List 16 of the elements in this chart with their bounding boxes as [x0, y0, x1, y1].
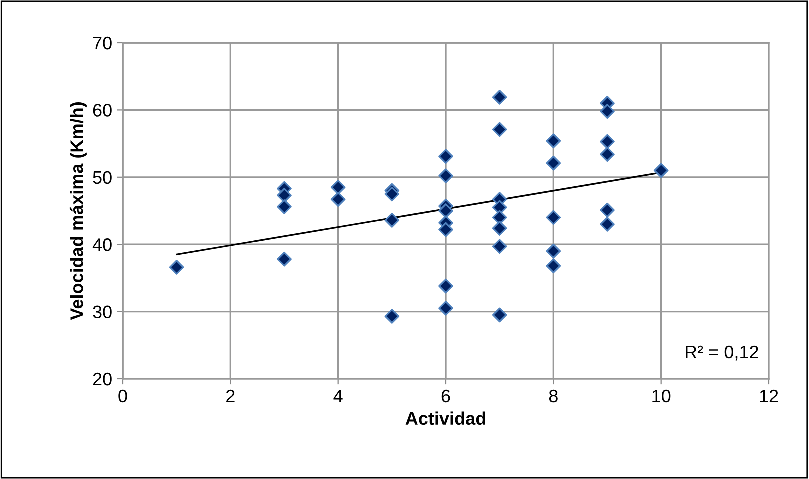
annotation: R² = 0,12 — [686, 346, 758, 361]
x-tick-label: 12 — [760, 390, 778, 402]
x-tick-label: 2 — [226, 390, 235, 402]
x-tick-label: 8 — [549, 390, 558, 403]
x-axis-title: Actividad — [406, 412, 486, 426]
y-tick-label: 70 — [93, 36, 112, 50]
y-tick-label: 30 — [93, 306, 112, 319]
y-tick-label: 60 — [93, 104, 112, 117]
y-tick-label: 50 — [93, 171, 112, 184]
y-tick-label: 20 — [93, 372, 112, 386]
x-tick-label: 4 — [334, 390, 343, 402]
y-tick-label: 40 — [92, 238, 112, 252]
y-axis-title: Velocidad máxima (Km/h) — [70, 102, 87, 320]
x-tick-label: 10 — [652, 390, 671, 403]
x-tick-label: 0 — [118, 390, 128, 403]
x-tick-label: 6 — [442, 390, 450, 403]
